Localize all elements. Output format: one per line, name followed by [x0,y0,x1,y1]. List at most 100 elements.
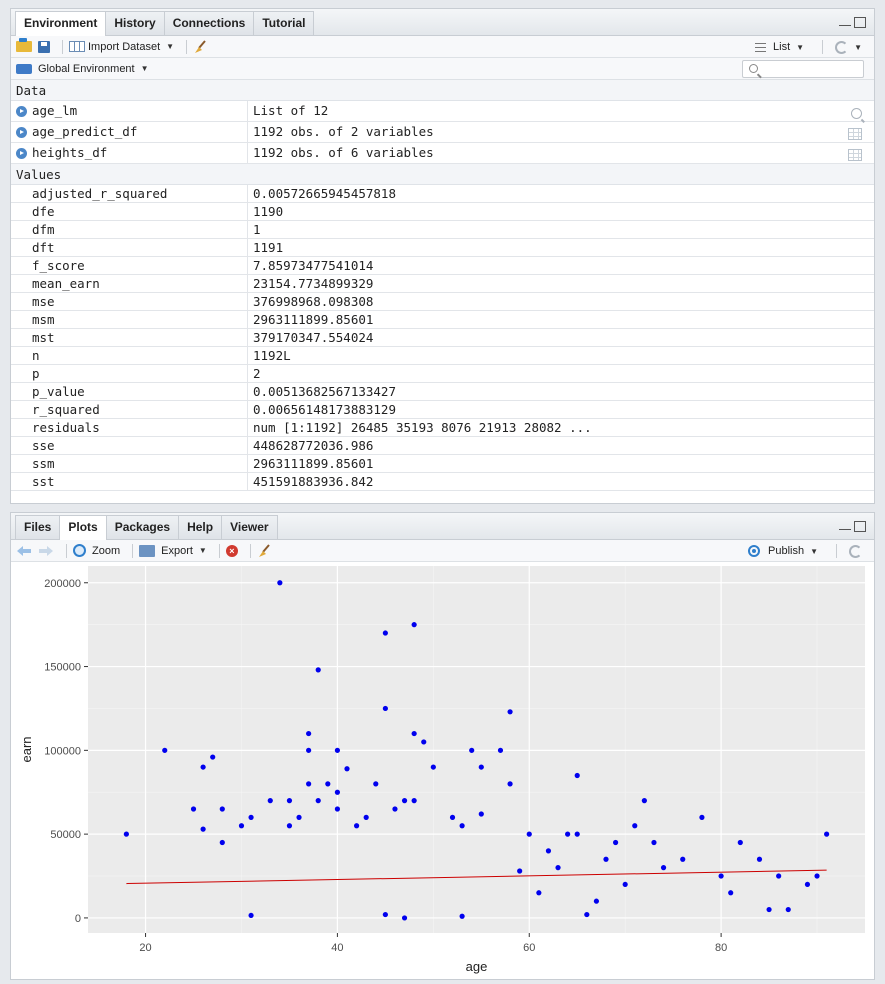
data-point [728,890,734,896]
previous-plot-button[interactable] [16,545,32,557]
data-point [718,873,724,879]
zoom-icon [73,544,86,557]
value-row-mse[interactable]: mse 376998968.098308 [11,293,874,311]
export-button[interactable]: Export ▼ [139,544,207,557]
tab-environment[interactable]: Environment [15,11,107,36]
tab-viewer[interactable]: Viewer [221,515,278,539]
expand-arrow-icon[interactable] [16,106,27,117]
value-row-residuals[interactable]: residuals num [1:1192] 26485 35193 8076 2… [11,419,874,437]
tab-help[interactable]: Help [178,515,223,539]
load-workspace-button[interactable] [16,38,32,52]
data-point [651,839,657,846]
data-point [593,898,600,904]
refresh-plot-button[interactable] [849,544,862,558]
data-point [411,798,417,804]
data-point [517,868,523,874]
plots-tabs: Files Plots Packages Help Viewer [15,515,278,540]
variable-value: 2963111899.85601 [247,311,373,328]
variable-name: heights_df [32,145,108,160]
expand-arrow-icon[interactable] [16,148,27,159]
data-point [286,823,293,829]
data-point [411,730,417,737]
view-data-button[interactable] [848,126,862,146]
env-search-input[interactable] [742,60,864,78]
data-point [612,839,619,846]
minimize-icon[interactable] [839,521,851,530]
toolbar-divider [66,543,67,558]
value-row-sst[interactable]: sst 451591883936.842 [11,473,874,491]
value-row-dft[interactable]: dft 1191 [11,239,874,257]
clear-plots-button[interactable] [257,543,271,558]
clear-objects-button[interactable] [193,39,207,54]
tab-tutorial[interactable]: Tutorial [253,11,315,35]
data-point [325,781,331,787]
variable-value: 1190 [247,203,283,220]
value-row-p-value[interactable]: p_value 0.00513682567133427 [11,383,874,401]
tab-connections[interactable]: Connections [163,11,255,35]
plots-tabbar: Files Plots Packages Help Viewer [11,513,874,540]
data-row-heights-df[interactable]: heights_df 1192 obs. of 6 variables [11,143,874,164]
inspect-object-button[interactable] [851,105,862,125]
environment-pane: Environment History Connections Tutorial Im… [10,8,875,504]
broom-icon [258,543,270,557]
toolbar-divider [822,40,824,54]
export-icon [139,544,156,557]
variable-value: 1192L [247,347,291,364]
next-plot-button[interactable] [38,545,54,557]
data-row-age-predict-df[interactable]: age_predict_df 1192 obs. of 2 variables [11,122,874,143]
expand-arrow-icon[interactable] [16,127,27,138]
data-row-age-lm[interactable]: age_lm List of 12 [11,101,874,122]
data-point [334,747,341,753]
publish-button[interactable]: Publish ▼ [746,545,818,557]
environment-dropdown[interactable]: Global Environment ▼ [16,63,149,75]
value-row-mean-earn[interactable]: mean_earn 23154.7734899329 [11,275,874,293]
data-point [334,806,341,812]
y-tick-label: 150000 [44,662,81,674]
data-point [315,667,321,673]
value-row-f-score[interactable]: f_score 7.85973477541014 [11,257,874,275]
import-dataset-button[interactable]: Import Dataset ▼ [69,41,174,53]
value-row-dfm[interactable]: dfm 1 [11,221,874,239]
chevron-down-icon: ▼ [166,42,175,51]
view-mode-label: List [773,41,791,53]
variable-value: 7.85973477541014 [247,257,373,274]
value-row-ssm[interactable]: ssm 2963111899.85601 [11,455,874,473]
variable-name: r_squared [32,402,100,417]
maximize-icon[interactable] [854,521,866,532]
data-point [507,709,513,715]
toolbar-divider [836,544,837,558]
tab-plots[interactable]: Plots [59,515,107,540]
save-workspace-button[interactable] [38,40,50,53]
env-tabs: Environment History Connections Tutorial [15,11,315,36]
variable-name: mst [32,330,55,345]
data-point [565,831,571,837]
tab-packages[interactable]: Packages [105,515,180,539]
data-point [200,826,206,832]
maximize-icon[interactable] [854,17,866,28]
tab-files[interactable]: Files [15,515,61,539]
zoom-button[interactable]: Zoom [73,544,120,557]
view-mode-dropdown[interactable]: List ▼ [755,41,804,53]
value-row-msm[interactable]: msm 2963111899.85601 [11,311,874,329]
y-tick-label: 0 [75,913,81,925]
value-row-dfe[interactable]: dfe 1190 [11,203,874,221]
tab-history[interactable]: History [105,11,165,35]
refresh-button[interactable]: ▼ [835,40,862,54]
minimize-icon[interactable] [839,17,851,26]
value-row-adjusted-r-squared[interactable]: adjusted_r_squared 0.00572665945457818 [11,185,874,203]
data-point [334,789,341,795]
variable-value: 0.00513682567133427 [247,383,396,400]
value-row-n[interactable]: n 1192L [11,347,874,365]
view-data-button[interactable] [848,147,862,167]
data-point [459,823,465,829]
data-point [411,622,417,628]
data-point [497,747,504,753]
value-row-sse[interactable]: sse 448628772036.986 [11,437,874,455]
publish-label: Publish [768,545,805,557]
data-point [776,873,782,879]
value-row-r-squared[interactable]: r_squared 0.00656148173883129 [11,401,874,419]
y-tick-label: 50000 [50,829,81,841]
remove-plot-button[interactable]: × [225,544,238,557]
value-row-mst[interactable]: mst 379170347.554024 [11,329,874,347]
